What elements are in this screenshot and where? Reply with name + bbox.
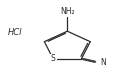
Text: HCl: HCl [8, 28, 22, 36]
Text: N: N [101, 58, 106, 67]
Text: NH₂: NH₂ [60, 7, 75, 16]
Text: S: S [51, 54, 55, 63]
